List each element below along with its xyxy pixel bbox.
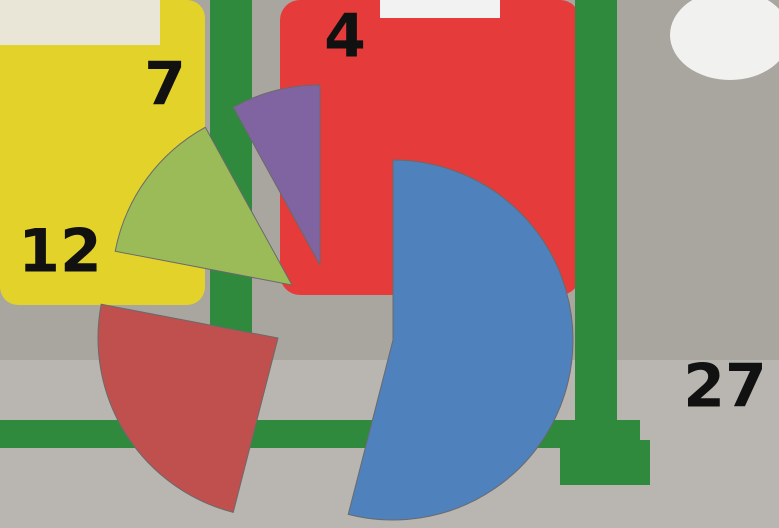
pie-slice [97,303,279,513]
data-labels: 27 12 7 4 [18,2,767,422]
pie-slice [232,84,321,266]
data-label: 27 [683,352,767,422]
data-label: 12 [18,217,102,287]
data-label: 4 [324,2,366,72]
pie [97,84,574,521]
pie-slice [347,159,574,521]
data-label: 7 [144,50,186,120]
pie-slice [114,126,293,286]
